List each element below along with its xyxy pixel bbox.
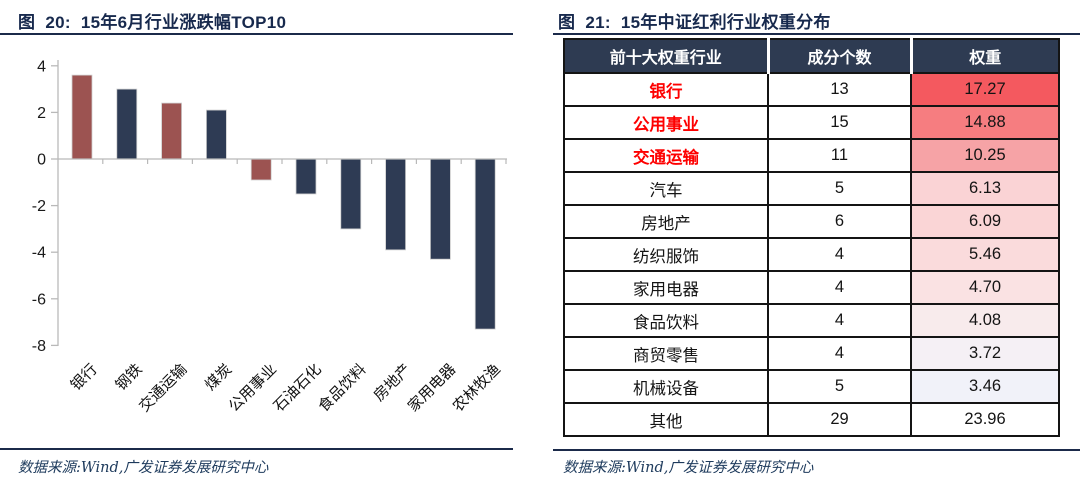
table-row: 商贸零售 4 3.72 <box>563 336 1060 371</box>
x-category-label: 房地产 <box>371 361 415 405</box>
right-data-source: 数据来源:Wind,广发证券发展研究中心 <box>563 460 814 476</box>
x-category-label: 钢铁 <box>112 361 145 394</box>
bar-钢铁 <box>116 88 138 160</box>
weight-cell: 14.88 <box>910 105 1060 140</box>
weight-cell: 23.96 <box>910 402 1060 437</box>
right-title-divider <box>553 33 1080 35</box>
left-title-divider <box>0 33 513 35</box>
x-category-label: 石油石化 <box>270 361 324 415</box>
industry-cell: 其他 <box>563 402 769 437</box>
industry-cell: 银行 <box>563 72 769 107</box>
industry-cell: 纺织服饰 <box>563 237 769 272</box>
x-category-label: 交通运输 <box>135 360 190 415</box>
left-figure-title: 图 20: 15年6月行业涨跌幅TOP10 <box>18 13 287 32</box>
bar-煤炭 <box>205 109 227 160</box>
y-tick-label: -6 <box>32 291 46 308</box>
x-category-label: 家用电器 <box>405 361 459 415</box>
y-tick-label: -8 <box>32 338 46 355</box>
left-data-source: 数据来源:Wind,广发证券发展研究中心 <box>18 460 269 476</box>
bar-房地产 <box>385 158 407 251</box>
weight-cell: 4.70 <box>910 270 1060 305</box>
industry-cell: 商贸零售 <box>563 336 769 371</box>
weight-cell: 17.27 <box>910 72 1060 107</box>
industry-cell: 汽车 <box>563 171 769 206</box>
weight-cell: 3.72 <box>910 336 1060 371</box>
bar-公用事业 <box>250 158 272 181</box>
bar-食品饮料 <box>340 158 362 230</box>
bar-石油石化 <box>295 158 317 195</box>
bar-银行 <box>71 74 93 160</box>
industry-cell: 房地产 <box>563 204 769 239</box>
x-category-label: 食品饮料 <box>315 361 369 415</box>
table-row: 房地产 6 6.09 <box>563 204 1060 239</box>
x-category-label: 银行 <box>68 361 101 394</box>
count-cell: 4 <box>767 270 912 305</box>
table-row: 汽车 5 6.13 <box>563 171 1060 206</box>
industry-cell: 公用事业 <box>563 105 769 140</box>
left-footer-divider <box>0 448 513 450</box>
count-cell: 6 <box>767 204 912 239</box>
table-row: 食品饮料 4 4.08 <box>563 303 1060 338</box>
industry-cell: 家用电器 <box>563 270 769 305</box>
count-cell: 5 <box>767 171 912 206</box>
industry-cell: 交通运输 <box>563 138 769 173</box>
weight-cell: 4.08 <box>910 303 1060 338</box>
y-tick-label: 0 <box>37 152 46 169</box>
table-row: 交通运输 11 10.25 <box>563 138 1060 173</box>
right-footer-divider <box>553 449 1080 451</box>
count-cell: 4 <box>767 303 912 338</box>
y-tick-label: -4 <box>32 245 46 262</box>
bar-交通运输 <box>161 102 183 160</box>
weight-cell: 5.46 <box>910 237 1060 272</box>
count-cell: 15 <box>767 105 912 140</box>
count-cell: 5 <box>767 369 912 404</box>
industry-weight-table: 前十大权重行业 成分个数 权重 银行 13 17.27 公用事业 15 14.88 交通运输… <box>563 38 1060 437</box>
count-cell: 11 <box>767 138 912 173</box>
weight-cell: 3.46 <box>910 369 1060 404</box>
weight-cell: 6.13 <box>910 171 1060 206</box>
industry-cell: 机械设备 <box>563 369 769 404</box>
industry-cell: 食品饮料 <box>563 303 769 338</box>
weight-cell: 6.09 <box>910 204 1060 239</box>
x-category-label: 农林牧渔 <box>450 361 504 415</box>
y-tick-label: 2 <box>37 105 46 122</box>
table-row: 公用事业 15 14.88 <box>563 105 1060 140</box>
y-tick-label: 4 <box>37 58 46 75</box>
x-category-label: 煤炭 <box>202 361 235 394</box>
header-industry: 前十大权重行业 <box>563 38 769 74</box>
bar-农林牧渔 <box>474 158 496 330</box>
right-figure-title: 图 21: 15年中证红利行业权重分布 <box>558 13 831 32</box>
header-weight: 权重 <box>909 38 1060 74</box>
count-cell: 13 <box>767 72 912 107</box>
count-cell: 29 <box>767 402 912 437</box>
table-header-row: 前十大权重行业 成分个数 权重 <box>563 38 1060 74</box>
table-row: 其他 29 23.96 <box>563 402 1060 437</box>
y-tick-label: -2 <box>32 198 46 215</box>
count-cell: 4 <box>767 237 912 272</box>
weight-cell: 10.25 <box>910 138 1060 173</box>
table-row: 家用电器 4 4.70 <box>563 270 1060 305</box>
table-row: 纺织服饰 4 5.46 <box>563 237 1060 272</box>
count-cell: 4 <box>767 336 912 371</box>
bar-家用电器 <box>429 158 451 260</box>
table-row: 机械设备 5 3.46 <box>563 369 1060 404</box>
table-row: 银行 13 17.27 <box>563 72 1060 107</box>
x-category-label: 公用事业 <box>226 361 280 415</box>
header-count: 成分个数 <box>766 38 912 74</box>
